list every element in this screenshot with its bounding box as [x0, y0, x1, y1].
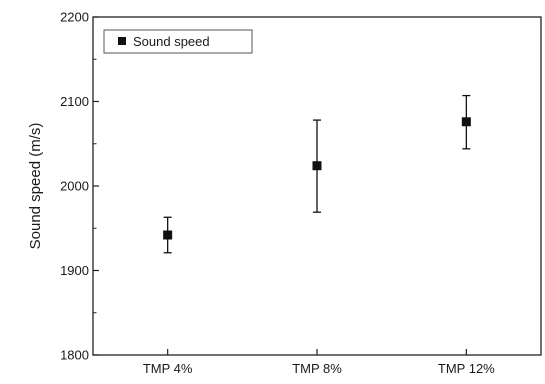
data-point — [461, 94, 471, 150]
data-marker — [461, 117, 471, 127]
legend-entry: Sound speed — [133, 34, 210, 49]
data-marker — [312, 161, 322, 171]
x-tick-label: TMP 8% — [292, 361, 342, 376]
data-point — [163, 216, 173, 254]
x-tick-label: TMP 4% — [143, 361, 193, 376]
x-axis: TMP 4% TMP 8% TMP 12% — [143, 349, 495, 376]
legend-box — [103, 29, 253, 54]
data-marker — [163, 230, 173, 240]
y-axis: 1800 1900 2000 2100 2200 — [60, 10, 99, 363]
data-point — [312, 119, 322, 213]
legend-marker — [118, 37, 126, 45]
legend: Sound speed — [103, 29, 253, 54]
data-series — [163, 94, 471, 254]
y-tick-label: 2100 — [60, 94, 89, 109]
x-tick-label: TMP 12% — [438, 361, 495, 376]
y-tick-label: 2200 — [60, 10, 89, 25]
y-axis-label: Sound speed (m/s) — [27, 123, 44, 250]
y-tick-label: 1900 — [60, 263, 89, 278]
y-tick-label: 2000 — [60, 179, 89, 194]
y-tick-label: 1800 — [60, 348, 89, 363]
